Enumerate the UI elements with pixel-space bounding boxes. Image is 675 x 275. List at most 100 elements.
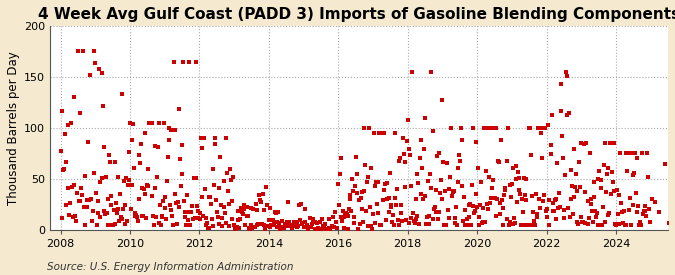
Point <box>70 213 80 218</box>
Point <box>287 226 298 230</box>
Point <box>186 210 196 214</box>
Point <box>188 217 198 221</box>
Point <box>463 215 474 219</box>
Point <box>149 186 160 191</box>
Point <box>605 141 616 145</box>
Point <box>491 213 502 218</box>
Point <box>547 201 558 205</box>
Point <box>351 191 362 195</box>
Point <box>512 170 523 174</box>
Point <box>554 205 565 209</box>
Point <box>408 211 418 215</box>
Point <box>377 198 388 202</box>
Point <box>245 223 256 227</box>
Point <box>502 216 513 221</box>
Point <box>666 205 675 209</box>
Point <box>440 222 451 227</box>
Point <box>396 203 406 207</box>
Point <box>338 209 348 213</box>
Point <box>579 221 590 225</box>
Point <box>128 122 138 127</box>
Point <box>294 218 305 222</box>
Point <box>361 180 372 184</box>
Point <box>113 175 124 179</box>
Point <box>605 141 616 145</box>
Point <box>306 222 317 226</box>
Text: Source: U.S. Energy Information Administration: Source: U.S. Energy Information Administ… <box>47 262 294 272</box>
Point <box>454 153 464 157</box>
Point <box>624 195 635 200</box>
Point <box>78 49 88 54</box>
Point <box>283 199 294 204</box>
Point <box>385 203 396 208</box>
Point <box>506 182 517 186</box>
Point <box>610 222 621 226</box>
Point <box>139 191 150 196</box>
Point <box>299 219 310 224</box>
Point <box>538 199 549 203</box>
Point <box>581 141 592 145</box>
Point <box>153 220 164 225</box>
Point <box>448 189 458 194</box>
Point <box>103 196 113 201</box>
Point <box>522 222 533 227</box>
Point <box>379 131 389 135</box>
Point <box>122 183 133 187</box>
Point <box>339 215 350 219</box>
Point <box>496 138 507 142</box>
Point <box>576 141 587 145</box>
Point <box>543 222 554 227</box>
Point <box>119 203 130 207</box>
Point <box>227 199 238 203</box>
Point <box>181 222 192 227</box>
Point <box>359 189 370 193</box>
Point <box>421 222 432 226</box>
Point <box>432 154 443 158</box>
Point <box>117 207 128 211</box>
Point <box>275 227 286 232</box>
Point <box>583 199 593 204</box>
Point <box>624 207 634 212</box>
Point <box>396 210 407 215</box>
Point <box>484 126 495 130</box>
Point <box>607 169 618 174</box>
Point <box>434 151 445 155</box>
Point <box>372 180 383 184</box>
Point <box>404 220 414 225</box>
Point <box>643 175 653 180</box>
Point <box>109 160 120 164</box>
Point <box>134 153 144 158</box>
Point <box>106 203 117 207</box>
Point <box>86 218 97 223</box>
Point <box>568 147 579 151</box>
Point <box>589 195 599 200</box>
Point <box>171 222 182 226</box>
Point <box>250 202 261 206</box>
Point <box>136 185 147 190</box>
Point <box>549 208 560 213</box>
Point <box>566 184 577 188</box>
Point <box>380 182 391 186</box>
Point <box>163 155 173 159</box>
Point <box>497 205 508 210</box>
Point <box>273 210 284 214</box>
Point <box>605 192 616 197</box>
Point <box>105 194 116 198</box>
Point <box>269 210 280 214</box>
Point <box>571 220 582 224</box>
Point <box>510 221 520 225</box>
Point <box>547 112 558 117</box>
Point <box>342 214 353 219</box>
Point <box>254 192 265 197</box>
Point <box>251 207 262 212</box>
Point <box>497 197 508 202</box>
Point <box>558 156 568 160</box>
Point <box>356 207 367 211</box>
Point <box>74 199 84 203</box>
Point <box>526 153 537 157</box>
Point <box>491 126 502 130</box>
Point <box>317 217 327 221</box>
Point <box>64 201 75 205</box>
Point <box>198 214 209 218</box>
Point <box>376 131 387 135</box>
